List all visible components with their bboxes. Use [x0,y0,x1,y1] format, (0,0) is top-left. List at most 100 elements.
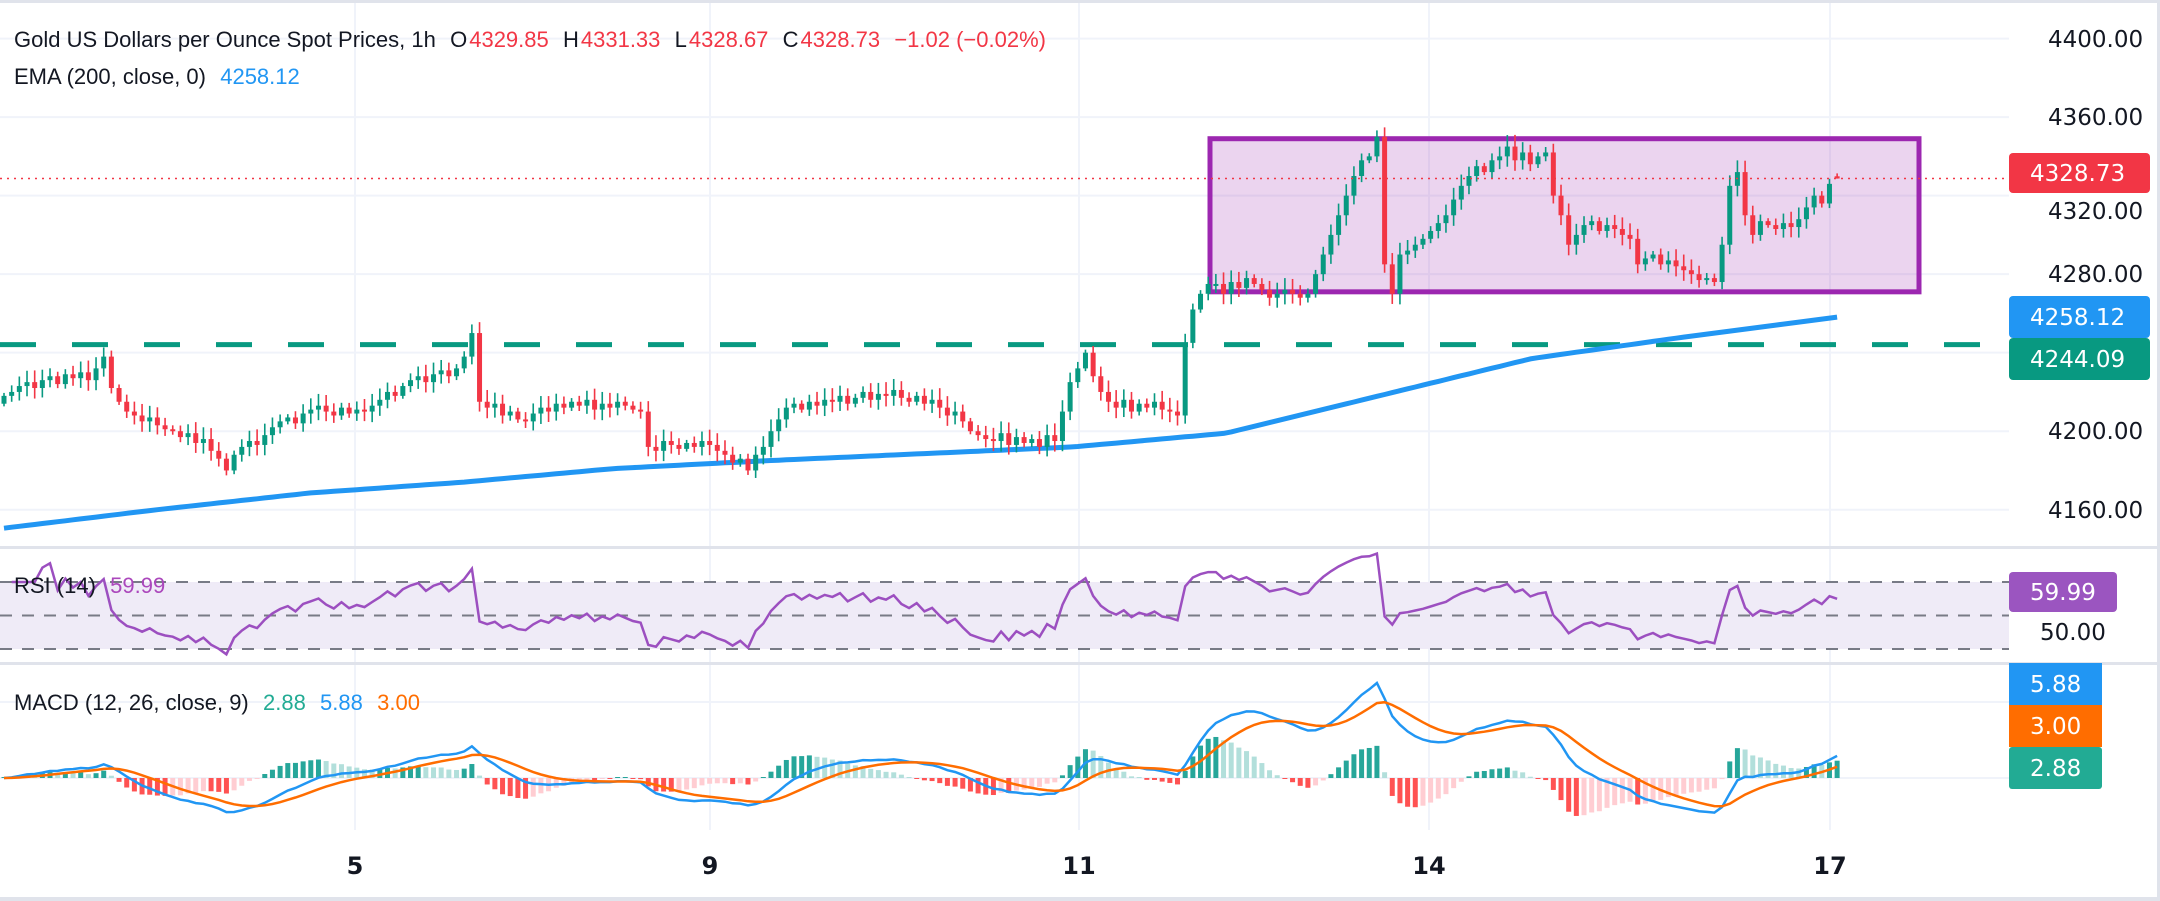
macd-histogram-bar [147,778,153,795]
candle-body [546,407,552,412]
rsi-label[interactable]: RSI (14) [14,573,96,598]
candle [1474,159,1480,182]
candle-body [944,407,950,416]
candle [530,403,536,431]
macd-histogram-bar [469,764,475,778]
candle [561,396,567,415]
macd-histogram-bar [1366,747,1372,778]
macd-histogram-bar [415,765,421,778]
candle [1543,147,1549,162]
candle-body [1274,293,1280,298]
candle [131,401,137,425]
macd-legend: MACD (12, 26, close, 9) 2.88 5.88 3.00 [14,690,422,716]
rsi-badge-text: 59.99 [2030,580,2096,606]
macd-histogram-bar [806,755,812,778]
macd-histogram-bar [1412,778,1418,808]
candle [477,322,483,412]
macd-histogram-bar [246,778,252,781]
candle [1259,278,1265,296]
price-axis[interactable]: 4400.00 4360.00 4320.00 4280.00 4200.00 … [2009,27,2150,789]
candle [1658,248,1664,270]
candle-body [1098,376,1104,392]
candle-body [607,403,613,408]
candle-body [147,417,153,422]
macd-label[interactable]: MACD (12, 26, close, 9) [14,690,249,715]
macd-histogram-bar [1182,770,1188,778]
candle [1244,270,1250,295]
macd-histogram-bar [1742,749,1748,778]
candle-body [223,458,229,471]
candle [124,394,130,418]
candle [254,429,260,456]
candle-body [1251,278,1257,284]
candle [1780,213,1786,238]
macd-histogram-bar [231,778,237,791]
candle-body [315,405,321,410]
candle [346,402,352,418]
low-label: L [674,27,687,52]
ema-legend: EMA (200, close, 0) 4258.12 [14,64,302,90]
macd-histogram-bar [814,756,820,778]
candle [653,435,659,462]
candle [1167,397,1173,423]
macd-histogram-bar [1098,756,1104,778]
candle-body [860,391,866,398]
candle-body [1658,254,1664,265]
macd-histogram-bar [1420,778,1426,806]
candle-body [1236,282,1242,288]
candle-body [24,382,30,387]
macd-histogram-bar [553,778,559,788]
time-axis[interactable]: 5 9 11 14 17 [347,852,1847,880]
ema-label[interactable]: EMA (200, close, 0) [14,64,206,89]
candle [1642,251,1648,271]
candle-body [1512,146,1518,161]
macd-histogram-bar [55,773,61,778]
candle [1182,333,1188,424]
candle [569,398,575,411]
candle-body [1635,238,1641,265]
candle-body [469,333,475,357]
candle [1251,274,1257,288]
candle-body [1267,289,1273,298]
candle-body [1328,234,1334,255]
candle-body [1128,399,1134,412]
candle-body [1834,176,1840,179]
candle-body [1067,382,1073,412]
macd-histogram-bar [392,768,398,778]
macd-histogram-bar [891,772,897,778]
pane-separator-macd[interactable] [0,662,2160,665]
pane-separator-rsi[interactable] [0,546,2160,549]
candle-body [139,415,145,422]
macd-histogram-bar [1750,755,1756,778]
candle [1550,143,1556,204]
range-box[interactable] [1207,136,1922,295]
candle-body [1543,152,1549,157]
macd-histogram-bar [699,778,705,786]
macd-histogram-bar [1489,769,1495,778]
candle-body [1036,439,1042,447]
macd-histogram-bar [929,778,935,782]
macd-histogram-bar [269,769,275,778]
candle-body [285,417,291,422]
candle-body [622,401,628,406]
candle-body [1527,152,1533,165]
candle-body [1435,223,1441,231]
candle [1359,153,1365,183]
candle-body [32,382,38,389]
candle-body [530,413,536,422]
main-legend: Gold US Dollars per Ounce Spot Prices, 1… [14,27,1048,53]
macd-histogram-bar [1780,765,1786,778]
macd-histogram-bar [1650,778,1656,802]
symbol-title[interactable]: Gold US Dollars per Ounce Spot Prices, 1… [14,27,436,52]
macd-histogram-bar [668,778,674,792]
candle-body [983,435,989,440]
histogram-badge [2009,747,2102,789]
candle [323,395,329,422]
candle [783,398,789,428]
candle-body [1382,136,1388,265]
macd-histogram-bar [292,762,298,778]
macd-histogram-bar [1175,778,1181,785]
candle [246,430,252,457]
candle [852,393,858,408]
